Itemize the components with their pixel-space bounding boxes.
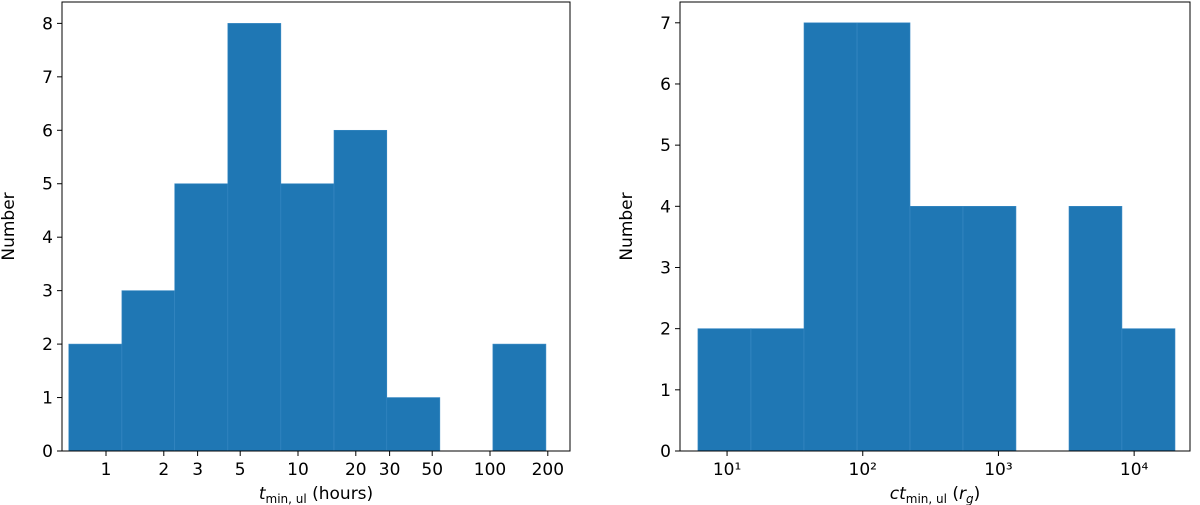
- y-axis-label: Number: [617, 192, 637, 260]
- y-tick-label: 5: [42, 175, 53, 195]
- bar: [909, 206, 964, 452]
- axes-frame: [61, 1, 571, 452]
- x-axis-label: ctmin, ul (rg): [890, 484, 981, 505]
- y-tick-label: 6: [42, 121, 53, 141]
- bar: [227, 23, 282, 452]
- x-tick-label: 50: [421, 460, 443, 480]
- y-tick-label: 7: [42, 68, 53, 88]
- y-tick-label: 0: [660, 442, 671, 462]
- x-tick-label: 2: [158, 460, 169, 480]
- x-tick-label: 1: [101, 460, 112, 480]
- bar: [174, 183, 229, 452]
- bar: [962, 206, 1017, 452]
- x-axis-label-part: (: [947, 484, 959, 504]
- y-tick-label: 8: [42, 14, 53, 34]
- x-tick-label: 3: [192, 460, 203, 480]
- x-tick-label: 30: [379, 460, 401, 480]
- bar: [68, 343, 123, 452]
- bar: [803, 22, 858, 452]
- x-tick-label: 10³: [984, 460, 1012, 480]
- y-tick-label: 1: [660, 381, 671, 401]
- y-tick-label: 2: [42, 335, 53, 355]
- y-tick-label: 1: [42, 389, 53, 409]
- x-tick-label: 100: [474, 460, 506, 480]
- x-axis-label-part: t: [259, 484, 267, 504]
- bar: [492, 343, 547, 452]
- chart-panel: 0 1 2 3 4 5 6 7 10¹ 10² 10³ 10⁴ ctmin, ul (rg) Number: [617, 1, 1191, 505]
- bar: [121, 290, 176, 452]
- y-axis-label: Number: [0, 192, 19, 260]
- bar: [697, 328, 752, 452]
- y-tick-label: 7: [660, 14, 671, 34]
- x-axis-label-part: ct: [890, 484, 907, 504]
- y-tick-label: 3: [660, 258, 671, 278]
- axes-frame: [679, 1, 1191, 452]
- bar: [386, 397, 441, 452]
- bar: [1121, 328, 1176, 452]
- y-tick-label: 3: [42, 282, 53, 302]
- y-tick-label: 0: [42, 442, 53, 462]
- y-tick-label: 5: [660, 136, 671, 156]
- bar: [750, 328, 805, 452]
- bar: [280, 183, 335, 452]
- x-axis-label: tmin, ul (hours): [259, 484, 373, 505]
- x-tick-label: 200: [532, 460, 564, 480]
- y-tick-label: 2: [660, 320, 671, 340]
- x-axis-label-part: min, ul: [906, 492, 947, 505]
- x-axis-label-part: (hours): [307, 484, 373, 504]
- x-tick-label: 10: [287, 460, 309, 480]
- x-tick-label: 10¹: [713, 460, 741, 480]
- y-tick-label: 6: [660, 75, 671, 95]
- x-axis-label-part: g: [966, 492, 974, 505]
- x-tick-label: 5: [235, 460, 246, 480]
- x-axis-label-part: ): [974, 484, 981, 504]
- chart-panel: 0 1 2 3 4 5 6 7 8 1 2 3 5 10 20 30 50 100 200 tmin, ul (hou…: [0, 1, 571, 505]
- bar: [333, 129, 388, 452]
- bar: [856, 22, 911, 452]
- bar: [1068, 206, 1123, 452]
- x-axis-label-part: min, ul: [266, 492, 307, 505]
- y-tick-label: 4: [42, 228, 53, 248]
- y-tick-label: 4: [660, 197, 671, 217]
- x-axis-label-part: r: [959, 484, 967, 504]
- x-tick-label: 20: [345, 460, 367, 480]
- x-tick-label: 10²: [849, 460, 877, 480]
- x-tick-label: 10⁴: [1120, 460, 1149, 480]
